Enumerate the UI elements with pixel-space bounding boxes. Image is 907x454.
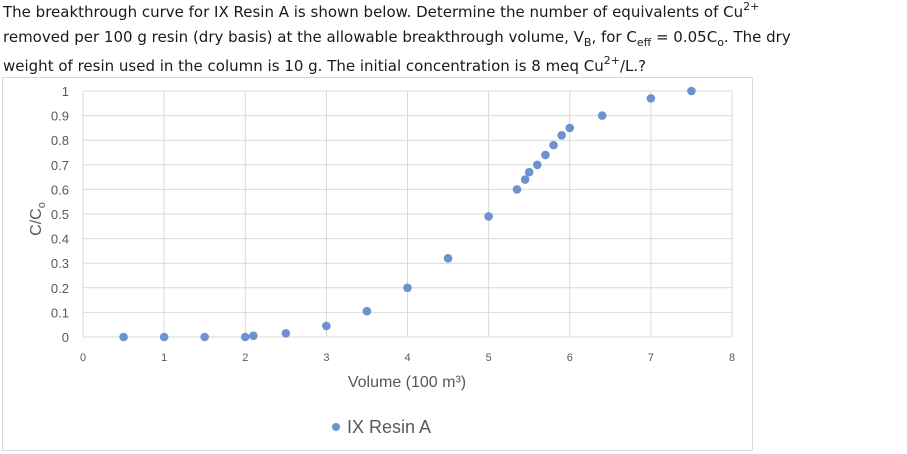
data-point: [520, 175, 530, 184]
data-points: [119, 86, 696, 342]
question-text-segment: weight of resin used in the column is 10…: [3, 57, 604, 75]
subscript: o: [717, 36, 724, 49]
y-axis-ticks: 0 0.1 0.2 0.3 0.4 0.5 0.6 0.7 0.8 0.9 1: [51, 84, 69, 345]
y-tick-label: 0.8: [51, 133, 69, 148]
y-tick-label: 1: [62, 84, 69, 99]
data-point: [240, 332, 250, 342]
data-point: [557, 130, 566, 140]
data-point: [687, 86, 696, 96]
data-point: [362, 306, 372, 316]
data-point: [533, 160, 542, 170]
x-tick-label: 3: [323, 352, 329, 364]
data-point: [646, 94, 656, 103]
superscript: 2+: [743, 0, 760, 13]
x-tick-label: 5: [486, 352, 492, 364]
data-point: [159, 332, 169, 342]
question-text-segment: /L.?: [619, 57, 647, 75]
data-point: [565, 123, 575, 133]
question-text: The breakthrough curve for IX Resin A is…: [3, 0, 903, 79]
subscript: eff: [636, 36, 652, 49]
question-line-1: The breakthrough curve for IX Resin A is…: [3, 0, 903, 25]
y-tick-label: 0: [62, 330, 69, 345]
y-tick-label: 0.1: [51, 305, 69, 320]
data-point: [443, 253, 453, 263]
x-tick-label: 4: [404, 352, 410, 364]
question-line-3: weight of resin used in the column is 10…: [3, 54, 903, 79]
data-point: [200, 332, 209, 342]
question-line-2: removed per 100 g resin (dry basis) at t…: [3, 25, 903, 50]
question-text-segment: = 0.05C: [651, 28, 718, 46]
y-axis-label: C/Co: [28, 202, 48, 236]
data-point: [512, 185, 522, 194]
x-axis-label: Volume (100 m³): [348, 374, 466, 391]
subscript: B: [583, 36, 592, 49]
gridlines: [82, 90, 733, 338]
question-text-segment: The breakthrough curve for IX Resin A is…: [3, 3, 744, 21]
data-point: [403, 283, 412, 293]
data-point: [541, 150, 550, 160]
data-point: [119, 332, 128, 342]
y-tick-label: 0.3: [51, 256, 69, 271]
x-axis-ticks: 0 1 2 3 4 5 6 7 8: [80, 352, 735, 364]
y-tick-label: 0.6: [51, 182, 69, 197]
x-tick-label: 1: [161, 352, 167, 364]
data-point: [322, 321, 331, 331]
x-tick-label: 0: [80, 352, 86, 364]
data-point: [524, 167, 534, 177]
y-tick-label: 0.2: [51, 281, 69, 296]
question-text-segment: . The dry: [723, 28, 791, 46]
y-tick-label: 0.5: [51, 207, 69, 222]
question-text-segment: , for C: [591, 28, 637, 46]
x-tick-label: 7: [648, 352, 654, 364]
y-tick-label: 0.7: [51, 158, 69, 173]
legend: IX Resin A: [332, 417, 431, 437]
y-tick-label: 0.4: [51, 232, 69, 247]
x-tick-label: 6: [567, 352, 573, 364]
x-tick-label: 2: [242, 352, 248, 364]
data-point: [281, 329, 291, 338]
y-tick-label: 0.9: [51, 109, 69, 124]
question-text-segment: removed per 100 g resin (dry basis) at t…: [3, 28, 584, 46]
x-tick-label: 8: [729, 352, 735, 364]
legend-label: IX Resin A: [347, 417, 431, 437]
data-point: [549, 140, 558, 150]
data-point: [249, 331, 258, 341]
data-point: [597, 111, 607, 120]
superscript: 2+: [603, 54, 620, 67]
data-point: [484, 212, 493, 221]
legend-marker-icon: [332, 423, 340, 431]
